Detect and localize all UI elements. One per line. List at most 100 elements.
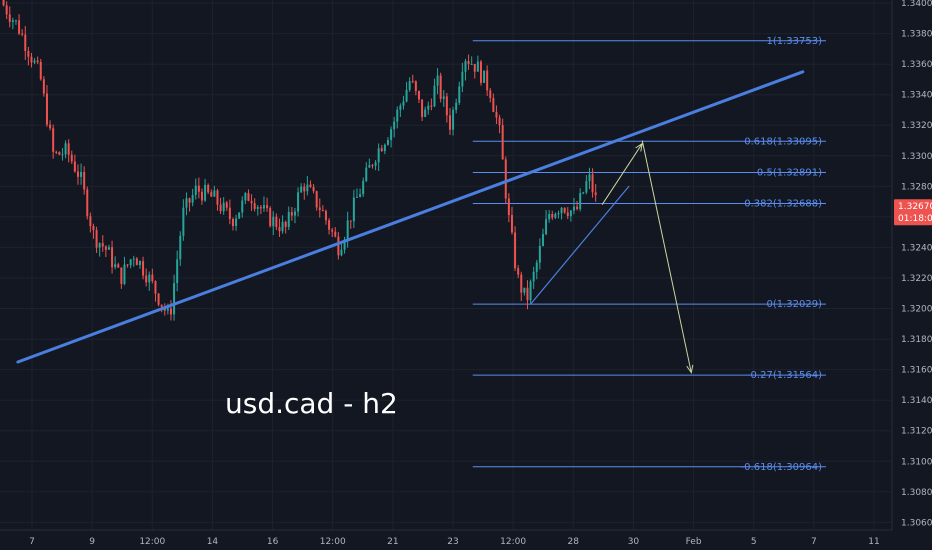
candle-body [498,117,501,126]
candle-body [216,190,219,205]
candle-body [439,75,442,99]
fib-level-label: 0.618(1.33095) [744,136,822,147]
candle-body [33,60,36,63]
candle-body [157,293,160,305]
candle-body [355,196,358,198]
candle-body [200,191,203,201]
candle-body [111,247,114,268]
candle-body [545,219,548,235]
candle-body [371,165,374,167]
projection-arrow-head [686,364,694,374]
projection-arrow-line[interactable] [641,140,692,373]
projection-arrow-line[interactable] [601,143,643,205]
candle-body [380,148,383,152]
trendline-support[interactable] [16,70,805,364]
time-tick-label: 12:00 [500,537,526,547]
candle-body [24,34,27,52]
candle-body [427,105,430,110]
fib-level-label: 1(1.33753) [766,36,822,47]
candle-body [318,207,321,211]
candle-body [14,20,17,22]
time-axis[interactable]: 7 9 12:00 14 16 12:00 21 23 12:00 28 30 Feb 5 7 11 [29,537,880,547]
candle-body [132,258,135,260]
candle-body [142,261,145,276]
price-tick-label: 1.31200 [901,427,932,437]
candle-body [520,274,523,293]
trendlines[interactable] [16,70,805,364]
candle-body [455,102,458,110]
bar-countdown: 01:18:07 [898,214,932,224]
candle-body [129,259,132,266]
candle-body [231,219,234,227]
candle-body [293,211,296,216]
candle-body [396,109,399,122]
candle-body [179,235,182,260]
candle-body [2,0,5,6]
candle-body [582,192,585,194]
candle-body [49,124,52,129]
candle-body [324,210,327,221]
candle-body [138,261,141,266]
candle-body [123,264,126,284]
candle-body [359,194,362,197]
candle-body [569,210,572,217]
candle-body [383,144,386,152]
candle-body [173,283,176,315]
candle-body [269,208,272,227]
candle-body [452,109,455,130]
last-price-box [894,199,932,226]
trendline-short-up[interactable] [530,185,630,305]
candle-body [80,172,83,177]
candle-body [563,207,566,213]
price-tick-label: 1.32200 [901,274,932,284]
candle-body [11,20,14,22]
candle-body [52,128,55,152]
projection-arrows[interactable] [601,140,694,374]
candle-body [42,79,45,94]
candle-body [114,264,117,268]
candle-body [86,189,89,217]
candle-body [176,259,179,284]
candle-body [399,105,402,110]
price-tick-label: 1.32400 [901,243,932,253]
candle-body [309,184,312,188]
candle-body [417,91,420,100]
candle-body [61,154,64,156]
candle-body [445,96,448,116]
fib-level-label: 0.382(1.32688) [744,198,822,209]
candle-body [235,218,238,227]
candle-body [278,226,281,232]
candle-body [492,98,495,112]
candle-body [55,151,58,153]
price-tick-label: 1.32800 [901,182,932,192]
candle-body [504,159,507,199]
candle-body [241,200,244,213]
candle-body [507,198,510,216]
candle-body [526,287,529,301]
candle-body [76,171,79,177]
candle-body [228,207,231,220]
candle-body [145,275,148,283]
candle-body [182,207,185,236]
candle-body [104,246,107,250]
candle-body [30,56,33,63]
symbol-annotation: usd.cad - h2 [225,387,398,420]
candle-body [343,239,346,250]
candle-body [219,204,222,212]
candle-body [70,154,73,162]
candle-body [424,109,427,117]
fib-level-label: 0.5(1.32891) [757,167,822,178]
fib-level-label: -0.27(1.31564) [747,370,822,381]
time-tick-label: 9 [89,537,95,547]
candle-body [315,191,318,208]
candle-body [414,81,417,92]
candle-body [213,190,216,197]
candle-body [349,220,352,222]
candle-body [89,216,92,227]
candle-body [510,215,513,233]
candle-body [560,207,563,214]
grid-lines [0,0,892,530]
price-tick-label: 1.31000 [901,457,932,467]
